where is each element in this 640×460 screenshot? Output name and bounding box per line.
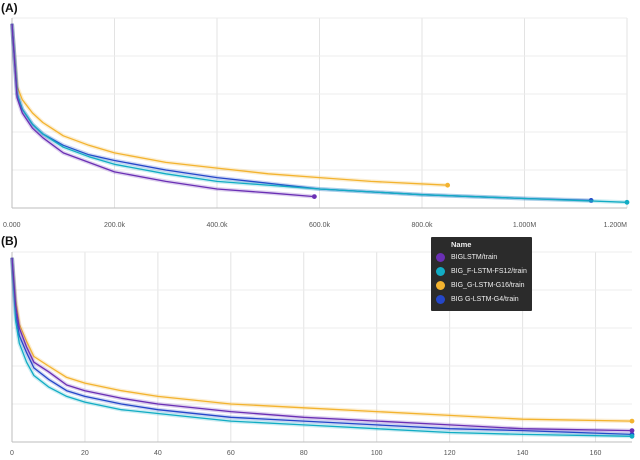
x-tick-label: 200.0k: [104, 222, 126, 229]
x-tick-label: 400.0k: [206, 222, 228, 229]
panel-b-label: (B): [1, 234, 18, 248]
series-end-marker: [629, 428, 635, 433]
legend-item: BIG G-LSTM-G4/train: [436, 293, 519, 305]
series-raw-band: [10, 23, 448, 188]
series-line: [11, 257, 633, 436]
series-line: [11, 23, 628, 203]
x-tick-label: 20: [81, 450, 89, 457]
series-end-marker: [629, 433, 635, 439]
legend-label: BIG G-LSTM-G4/train: [451, 295, 519, 303]
legend-label: BIG_G-LSTM-G16/train: [451, 281, 525, 289]
legend-item: BIG_F-LSTM-FS12/train: [436, 265, 527, 277]
x-tick-label: 100: [371, 450, 383, 457]
x-tick-label: 140: [517, 450, 529, 457]
legend-swatch: [436, 294, 445, 304]
x-tick-label: 60: [227, 450, 235, 457]
x-tick-label: 1.000M: [513, 222, 537, 229]
series-line: [11, 23, 315, 198]
series-line: [11, 257, 633, 422]
x-tick-label: 800.0k: [411, 222, 433, 229]
panel-a-label: (A): [1, 1, 18, 15]
legend-swatch: [436, 280, 445, 290]
series-line: [11, 23, 592, 202]
x-tick-label: 120: [444, 450, 456, 457]
x-tick-label: 0.000: [3, 222, 21, 229]
series-line: [11, 257, 633, 437]
x-tick-label: 40: [154, 450, 162, 457]
legend-swatch: [436, 252, 445, 262]
series-end-marker: [445, 182, 451, 188]
legend-title: Name: [451, 240, 472, 249]
legend-item: BIG_G-LSTM-G16/train: [436, 279, 525, 291]
x-tick-label: 0: [10, 450, 14, 457]
x-tick-label: 600.0k: [309, 222, 331, 229]
series-end-marker: [629, 418, 635, 424]
panel-a-plot: 0.000 200.0k 400.0k 600.0k 800.0k 1.000M 1.200…: [3, 17, 630, 229]
panel-b-plot: 0 20 40 60 80 100 120 140 160: [10, 251, 635, 457]
legend-label: BIGLSTM/train: [451, 253, 498, 261]
x-tick-label: 1.200M: [604, 222, 628, 229]
legend: Name BIGLSTM/train BIG_F-LSTM-FS12/train…: [431, 237, 532, 311]
legend-label: BIG_F-LSTM-FS12/train: [451, 267, 527, 275]
series-line: [11, 23, 448, 186]
legend-swatch: [436, 266, 445, 276]
series-line: [11, 257, 633, 432]
x-tick-label: 160: [590, 450, 602, 457]
series-end-marker: [311, 194, 317, 200]
legend-item: BIGLSTM/train: [436, 251, 497, 263]
x-tick-label: 80: [300, 450, 308, 457]
series-end-marker: [624, 199, 630, 205]
series-raw-band: [10, 23, 592, 203]
